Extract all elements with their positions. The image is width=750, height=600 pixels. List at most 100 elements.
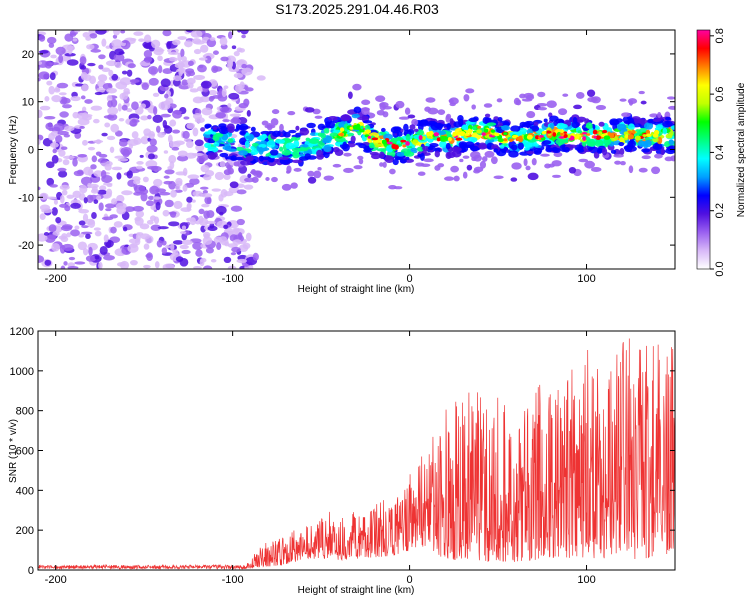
spectrogram-noise-cell (66, 194, 75, 199)
spectrogram-noise-cell (49, 142, 59, 148)
spectrogram-signal-cell (459, 158, 464, 163)
spectrogram-noise-cell (85, 255, 96, 262)
spectrogram-signal-cell (542, 140, 552, 145)
spectrogram-noise-cell (200, 127, 206, 132)
spectrogram-noise-cell (131, 101, 139, 111)
spectrogram-signal-cell (481, 156, 488, 162)
spectrogram-noise-cell (167, 51, 180, 55)
spectrogram-noise-cell (229, 113, 242, 117)
spectrogram-ridge-cell (467, 128, 472, 134)
spectrogram-noise-cell (98, 261, 103, 269)
spectrogram-ridge-cell (418, 135, 423, 141)
spectrogram-ridge-cell (598, 131, 603, 136)
spectrogram-noise-cell (53, 199, 58, 205)
spectrogram-noise-cell (177, 60, 184, 69)
spectrogram-noise-cell (209, 37, 216, 41)
spectrogram-noise-cell (173, 75, 182, 82)
spectrogram-noise-cell (230, 205, 243, 212)
colorbar-ticks: 0.0 0.2 0.4 0.6 0.8 (710, 28, 726, 277)
spectrogram-noise-cell (191, 199, 196, 203)
spectrogram-signal-cell (438, 135, 449, 142)
spectrogram-ridge-cell (531, 138, 535, 141)
spectrogram-noise-cell (101, 67, 111, 72)
spectrogram-noise-cell (203, 174, 212, 181)
spectrogram-noise-cell (228, 92, 240, 100)
spectrogram-noise-cell (130, 260, 138, 266)
spectrogram-signal-cell (334, 149, 344, 157)
spectrogram-noise-cell (168, 57, 178, 62)
spectrogram-signal-cell (389, 168, 396, 175)
spectrogram-y-tick-label: 0 (28, 145, 34, 157)
spectrogram-signal-cell (665, 121, 670, 125)
spectrogram-noise-cell (62, 104, 72, 109)
spectrogram-noise-cell (222, 119, 230, 123)
spectrogram-signal-cell (466, 164, 473, 171)
spectrogram-noise-cell (67, 46, 73, 55)
spectrogram-noise-cell (107, 83, 113, 88)
spectrogram-signal-cell (286, 165, 292, 174)
spectrogram-signal-cell (291, 159, 303, 164)
spectrogram-noise-cell (143, 34, 152, 43)
snr-x-tick-label: 0 (407, 574, 413, 586)
spectrogram-signal-cell (283, 131, 291, 138)
spectrogram-x-tick-label: 100 (577, 273, 595, 285)
spectrogram-signal-cell (362, 120, 373, 124)
spectrogram-signal-cell (610, 119, 620, 126)
spectrogram-noise-cell (49, 184, 58, 188)
spectrogram-ridge-cell (352, 124, 360, 130)
spectrogram-ridge-cell (607, 131, 611, 137)
spectrogram-noise-cell (252, 252, 259, 261)
spectrogram-signal-cell (524, 120, 535, 126)
spectrogram-signal-cell (407, 114, 416, 119)
spectrogram-noise-cell (163, 150, 169, 154)
spectrogram-signal-cell (240, 131, 246, 135)
spectrogram-noise-cell (133, 31, 144, 36)
spectrogram-y-tick-label: -10 (18, 192, 34, 204)
spectrogram-noise-cell (155, 125, 161, 133)
spectrogram-noise-cell (219, 160, 226, 168)
spectrogram-signal-cell (594, 139, 604, 147)
spectrogram-signal-cell (352, 83, 362, 91)
spectrogram-noise-cell (194, 117, 205, 124)
spectrogram-signal-cell (288, 129, 297, 134)
spectrogram-ridge-cell (567, 133, 571, 139)
spectrogram-noise-cell (212, 50, 219, 55)
spectrogram-noise-cell (129, 243, 138, 248)
spectrogram-ridge-cell (552, 132, 557, 137)
spectrogram-signal-cell (638, 90, 645, 95)
spectrogram-ridge-cell (494, 132, 500, 137)
spectrogram-ridge-cell (422, 135, 426, 140)
spectrogram-signal-cell (238, 102, 249, 109)
spectrogram-noise-cell (140, 103, 147, 109)
spectrogram-signal-cell (664, 156, 674, 162)
spectrogram-signal-cell (643, 122, 654, 130)
spectrogram-noise-cell (223, 224, 229, 230)
spectrogram-ridge-cell (386, 141, 393, 145)
spectrogram-signal-cell (275, 139, 286, 144)
spectrogram-noise-cell (256, 75, 266, 81)
spectrogram-signal-cell (501, 125, 510, 131)
spectrogram-signal-cell (499, 144, 505, 149)
spectrogram-noise-cell (110, 226, 117, 234)
spectrogram-ridge-cell (582, 132, 588, 135)
spectrogram-signal-cell (396, 152, 406, 157)
spectrogram-noise-cell (46, 36, 57, 44)
spectrogram-signal-cell (584, 160, 595, 169)
spectrogram-ridge-cell (405, 141, 410, 146)
spectrogram-signal-cell (396, 131, 403, 137)
snr-y-tick-label: 1000 (10, 366, 34, 378)
spectrogram-signal-cell (445, 142, 451, 150)
spectrogram-signal-cell (312, 108, 321, 115)
spectrogram-noise-cell (100, 169, 107, 179)
spectrogram-noise-cell (112, 34, 118, 39)
spectrogram-noise-cell (194, 139, 204, 147)
spectrogram-noise-cell (160, 78, 171, 88)
spectrogram-noise-cell (103, 255, 115, 261)
spectrogram-noise-cell (113, 221, 123, 228)
spectrogram-signal-cell (496, 98, 503, 103)
spectrogram-ridge-cell (526, 134, 533, 140)
spectrogram-signal-cell (245, 155, 254, 162)
spectrogram-noise-cell (96, 195, 102, 201)
spectrogram-noise-cell (38, 71, 50, 80)
spectrogram-noise-cell (87, 182, 92, 189)
